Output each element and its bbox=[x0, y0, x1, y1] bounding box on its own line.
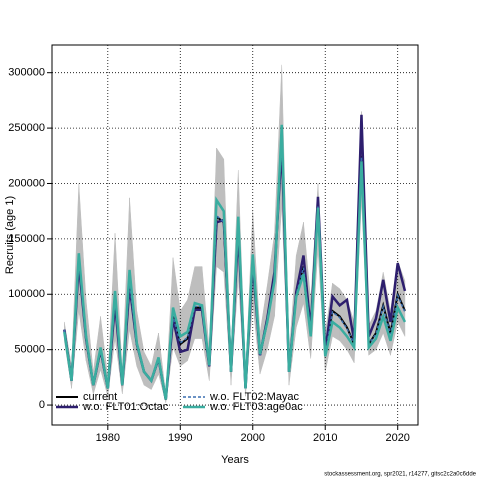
footnote: stockassessment.org, spr2021, r14277, gi… bbox=[324, 472, 476, 478]
legend-label: current bbox=[83, 391, 117, 403]
x-tick-label: 1980 bbox=[96, 432, 120, 444]
legend-label: w.o. FLT03:age0ac bbox=[209, 401, 303, 413]
y-tick-label: 200000 bbox=[8, 177, 45, 189]
y-axis-label: Recruits (age 1) bbox=[4, 196, 16, 274]
y-tick-label: 250000 bbox=[8, 122, 45, 134]
y-tick-label: 150000 bbox=[8, 233, 45, 245]
y-tick-label: 0 bbox=[39, 399, 45, 411]
x-tick-label: 2020 bbox=[385, 432, 409, 444]
x-axis-label: Years bbox=[221, 454, 249, 466]
x-tick-label: 2010 bbox=[313, 432, 337, 444]
x-tick-label: 1990 bbox=[168, 432, 192, 444]
series-line bbox=[63, 124, 407, 400]
confidence-band bbox=[143, 351, 152, 390]
plot-frame bbox=[51, 44, 419, 426]
x-tick-label: 2000 bbox=[241, 432, 265, 444]
y-tick-label: 100000 bbox=[8, 288, 45, 300]
legend-label: w.o. FLT02:Mayac bbox=[209, 391, 300, 403]
y-tick-label: 300000 bbox=[8, 67, 45, 79]
y-tick-label: 50000 bbox=[14, 344, 45, 356]
legend-label: w.o. FLT01:Octac bbox=[82, 401, 169, 413]
